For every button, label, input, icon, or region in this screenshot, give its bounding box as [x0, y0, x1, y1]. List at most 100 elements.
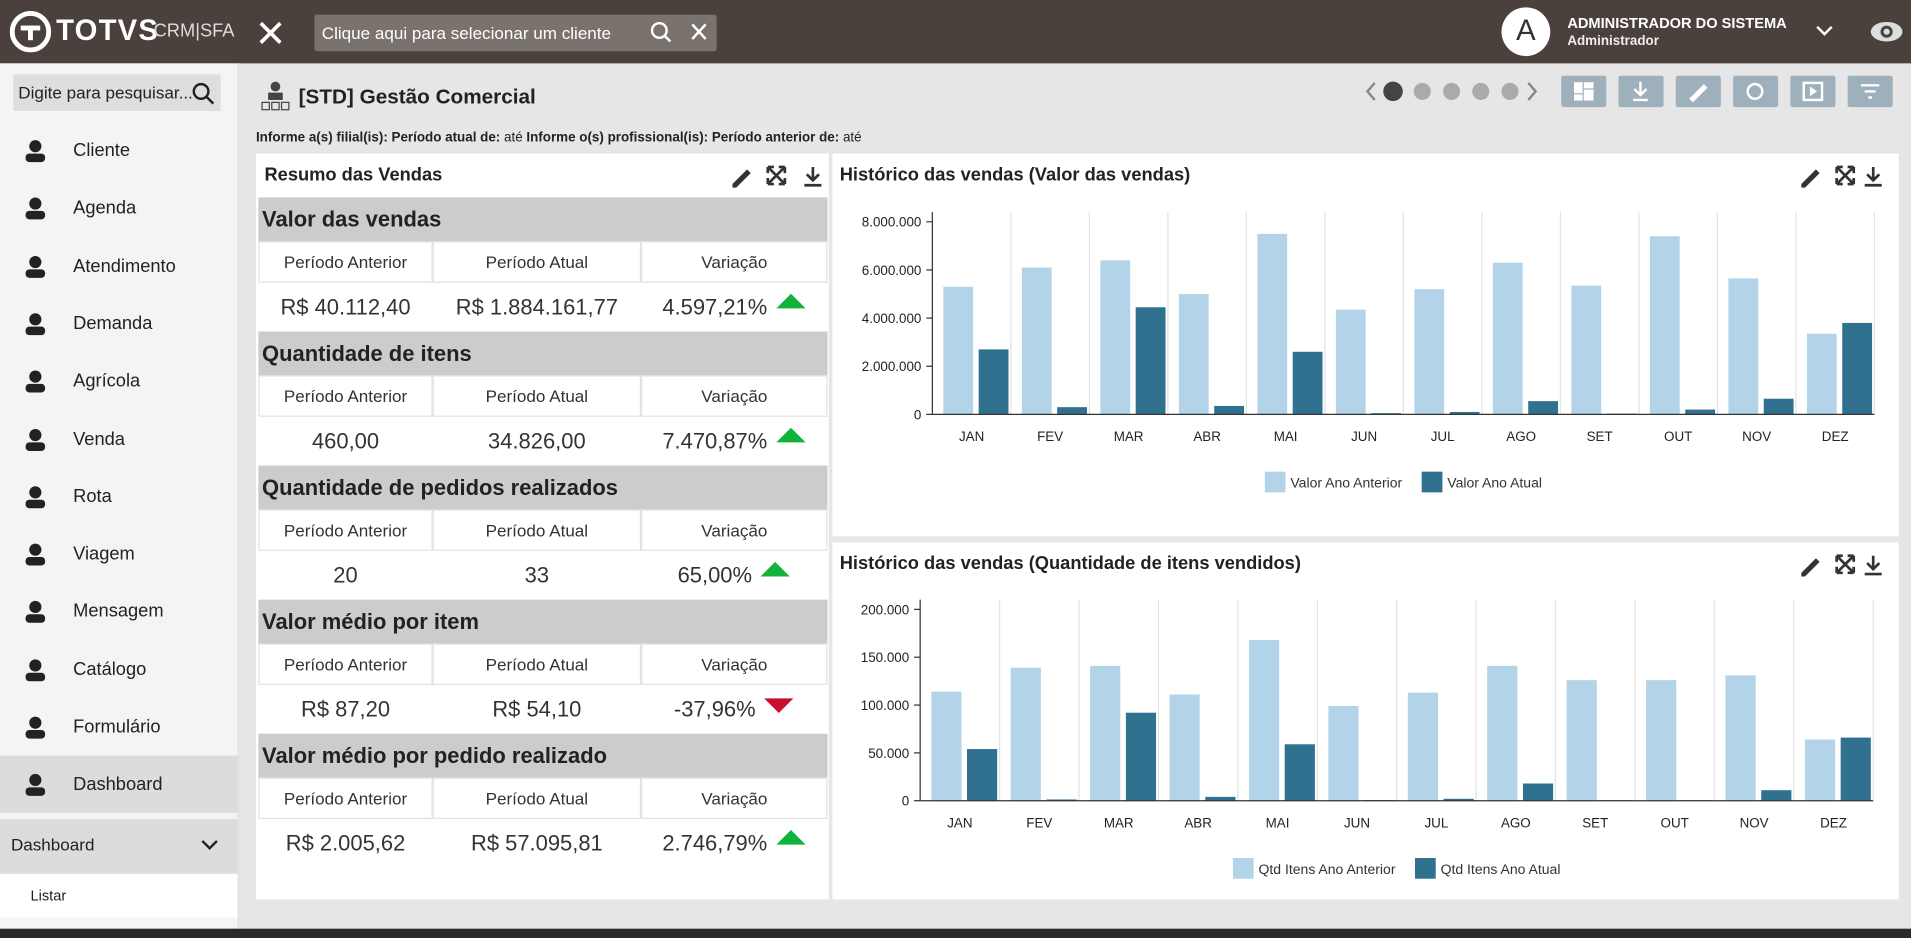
menu-icon-shape: [25, 268, 46, 278]
menu-icon-shape: [25, 499, 46, 508]
filter-value: até: [504, 130, 523, 146]
x-tick-label: ABR: [1184, 816, 1212, 831]
menu-item[interactable]: Venda: [0, 410, 238, 467]
refresh-button[interactable]: [1733, 75, 1779, 108]
bar: [1492, 262, 1523, 415]
bar: [1487, 665, 1518, 801]
x-tick-label: SET: [1582, 816, 1608, 831]
x-tick-label: OUT: [1664, 429, 1692, 444]
trend-arrow-shape: [760, 561, 790, 577]
legend-item[interactable]: Valor Ano Atual: [1421, 471, 1542, 493]
column-header: Período Atual: [432, 509, 642, 551]
legend: Qtd Itens Ano Anterior Qtd Itens Ano Atua…: [1232, 858, 1560, 879]
x-tick-label: NOV: [1742, 429, 1771, 444]
user-menu-toggle[interactable]: [1816, 24, 1833, 36]
client-search[interactable]: Clique aqui para selecionar um cliente: [314, 14, 717, 52]
menu-item[interactable]: Agrícola: [0, 352, 238, 409]
y-tick-label: 0: [902, 794, 909, 809]
value-cell: R$ 1.884.161,77: [433, 283, 641, 332]
submenu-header[interactable]: Dashboard: [0, 819, 238, 873]
menu-item[interactable]: Agenda: [0, 180, 238, 237]
x-tick-label: DEZ: [1822, 429, 1849, 444]
x-tick-label: MAR: [1114, 429, 1144, 444]
menu-item[interactable]: Rota: [0, 468, 238, 525]
value: -37,96%: [673, 697, 756, 722]
y-tick-label: 50.000: [868, 746, 909, 761]
legend-swatch: [1232, 858, 1254, 879]
menu-label: Rota: [73, 486, 112, 507]
bar: [1335, 309, 1366, 415]
value: 34.826,00: [488, 429, 586, 454]
menu-icon: [25, 601, 46, 624]
menu-icon-shape: [25, 730, 46, 739]
close-button[interactable]: [258, 21, 282, 45]
legend-item[interactable]: Valor Ano Anterior: [1264, 471, 1403, 493]
y-tick-label: 200.000: [861, 602, 909, 617]
user-role: Administrador: [1567, 34, 1659, 49]
bar: [1804, 739, 1836, 801]
value-cell: 65,00%: [641, 551, 827, 600]
expand-panel[interactable]: [766, 165, 787, 186]
visibility-icon[interactable]: [1870, 17, 1904, 46]
legend-swatch: [1414, 858, 1436, 879]
x-tick-label: JUL: [1431, 429, 1455, 444]
legend-item[interactable]: Qtd Itens Ano Anterior: [1232, 858, 1396, 879]
menu-item[interactable]: Viagem: [0, 525, 238, 582]
download-panel[interactable]: [1864, 166, 1882, 187]
sidebar-search[interactable]: Digite para pesquisar...: [13, 74, 221, 111]
legend-item[interactable]: Qtd Itens Ano Atual: [1414, 858, 1560, 879]
section-title: Quantidade de pedidos realizados: [258, 465, 828, 510]
page-dot[interactable]: [1501, 82, 1519, 100]
dashboard-title: [STD] Gestão Comercial: [298, 85, 536, 109]
menu-icon-shape: [29, 428, 42, 441]
bar: [1414, 289, 1445, 415]
chevron: [201, 840, 218, 850]
prev-page[interactable]: [1365, 82, 1376, 101]
column-header: Variação: [641, 777, 828, 819]
filter-label: Informe a(s) filial(is): Período atual d…: [255, 130, 501, 146]
menu-icon-shape: [25, 153, 46, 163]
menu-item[interactable]: Cliente: [0, 122, 238, 179]
page-dot[interactable]: [1413, 82, 1431, 100]
page-dot[interactable]: [1383, 81, 1403, 102]
menu-item[interactable]: Mensagem: [0, 583, 238, 640]
x-tick-label: JUN: [1344, 816, 1370, 831]
menu-icon: [25, 255, 46, 278]
legend-label: Qtd Itens Ano Anterior: [1259, 861, 1396, 877]
value: 20: [333, 563, 358, 588]
avatar[interactable]: A: [1501, 7, 1551, 57]
menu-icon-shape: [25, 441, 46, 451]
menu-item[interactable]: Dashboard: [0, 755, 238, 814]
menu-icon-shape: [25, 614, 46, 624]
page-dot[interactable]: [1472, 82, 1490, 100]
next-page[interactable]: [1527, 82, 1538, 101]
menu-icon: [25, 486, 46, 508]
menu-item[interactable]: Formulário: [0, 698, 238, 755]
expand-panel[interactable]: [1835, 554, 1856, 575]
download-panel[interactable]: [804, 166, 822, 187]
legend-label: Valor Ano Atual: [1447, 475, 1542, 491]
download-panel[interactable]: [1864, 555, 1882, 576]
edit-panel[interactable]: [1801, 169, 1820, 188]
submenu-item[interactable]: Listar: [0, 872, 238, 918]
value-cell: 34.826,00: [433, 417, 641, 466]
bar: [1169, 694, 1200, 801]
x-tick-label: ABR: [1193, 429, 1221, 444]
expand-panel[interactable]: [1835, 165, 1856, 186]
menu-item[interactable]: Catálogo: [0, 641, 238, 698]
value-cell: 460,00: [258, 417, 432, 466]
menu-label: Demanda: [73, 313, 153, 334]
bar: [1100, 260, 1131, 415]
bar: [1649, 236, 1680, 415]
edit-panel[interactable]: [732, 169, 751, 188]
edit-panel[interactable]: [1801, 558, 1820, 577]
x-tick-label: NOV: [1740, 816, 1769, 831]
menu-item[interactable]: Atendimento: [0, 237, 238, 294]
menu-item[interactable]: Demanda: [0, 295, 238, 352]
menu-label: Formulário: [73, 716, 161, 738]
sidebar-search-placeholder: Digite para pesquisar...: [18, 82, 193, 103]
menu-label: Cliente: [73, 140, 131, 161]
menu-icon-shape: [29, 255, 42, 268]
y-tick-label: 0: [914, 407, 921, 422]
page-dot[interactable]: [1443, 82, 1461, 100]
